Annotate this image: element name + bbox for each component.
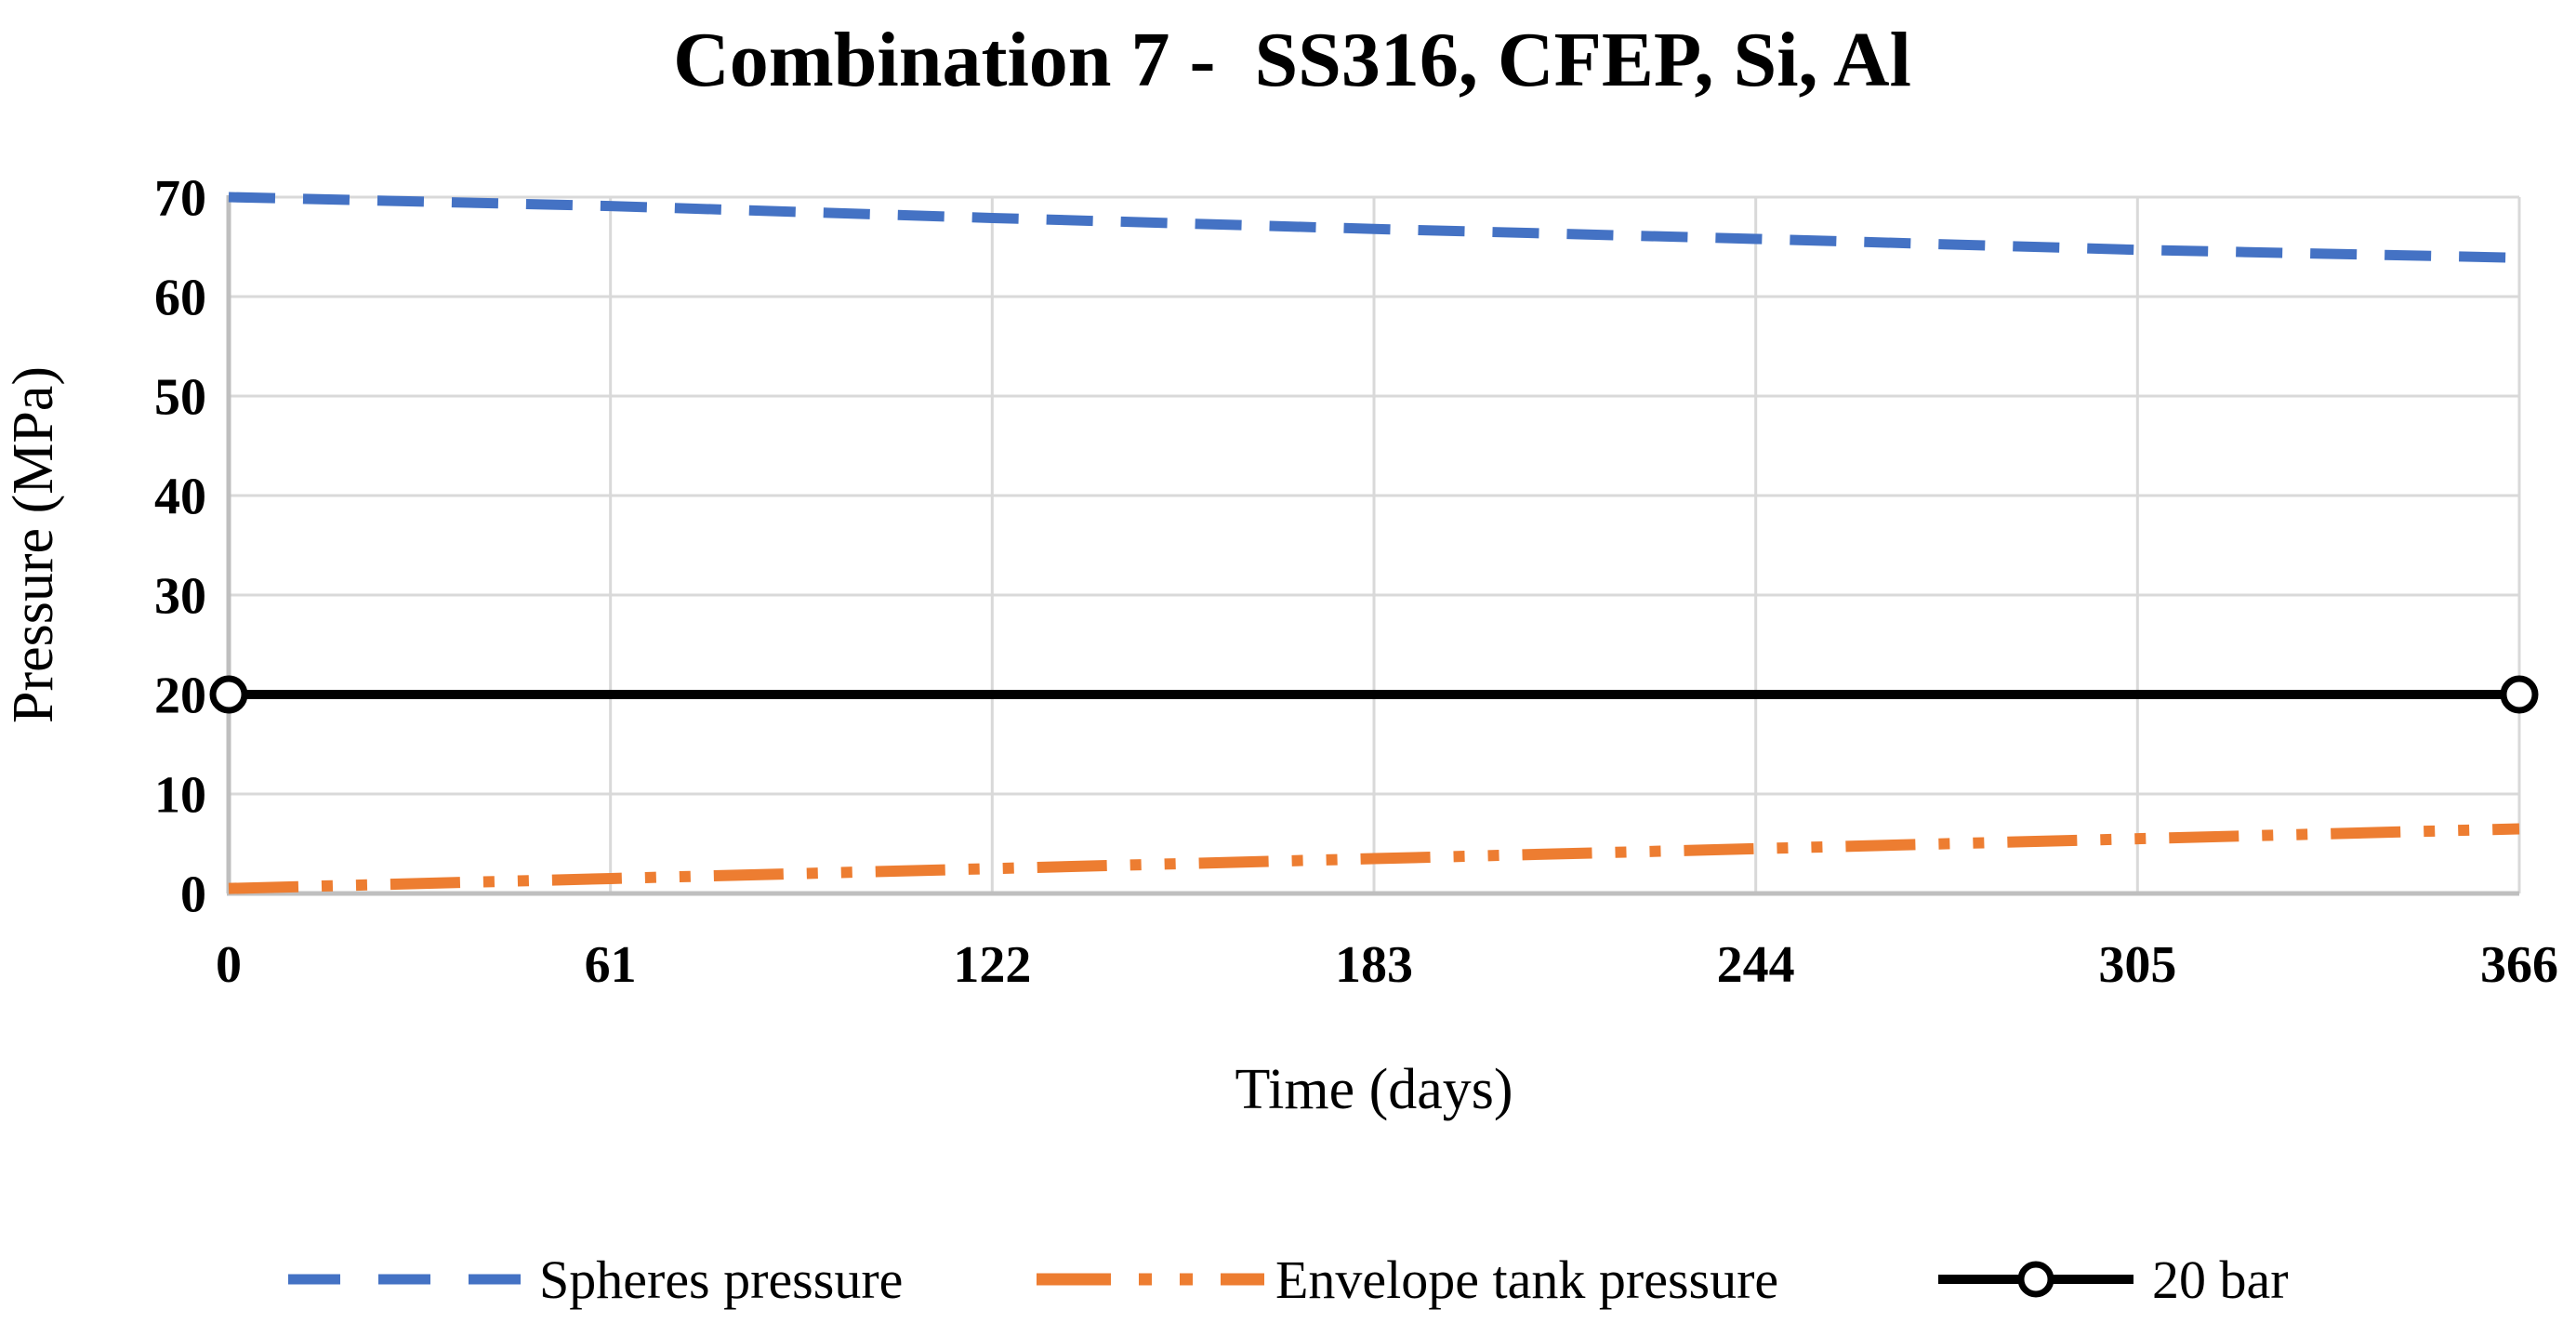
legend-marker-20-bar (2017, 1261, 2054, 1298)
y-tick-label: 50 (154, 369, 206, 427)
x-axis-title: Time (days) (1235, 1058, 1513, 1121)
legend-label: 20 bar (2152, 1250, 2289, 1310)
legend-item-envelope-tank-pressure: Envelope tank pressure (1037, 1250, 1778, 1310)
chart-title: Combination 7 - SS316, CFEP, Si, Al (673, 17, 1911, 103)
x-tick-label: 366 (2480, 936, 2558, 994)
x-tick-label: 183 (1335, 936, 1413, 994)
series-spheres-pressure-line (228, 192, 2520, 263)
y-axis-title: Pressure (MPa) (2, 366, 65, 723)
x-tick-label: 305 (2098, 936, 2176, 994)
x-tick-label: 244 (1717, 936, 1795, 994)
y-tick-label: 0 (180, 866, 206, 924)
legend-label: Spheres pressure (539, 1250, 903, 1310)
legend-item-20-bar: 20 bar (1938, 1250, 2289, 1310)
series-20-bar-endpoint-marker (2500, 675, 2539, 714)
y-tick-label: 10 (154, 767, 206, 825)
x-tick-label: 0 (216, 936, 242, 994)
legend-item-spheres-pressure: Spheres pressure (288, 1250, 903, 1310)
series-20-bar-endpoint-marker (209, 675, 248, 714)
y-tick-label: 70 (154, 170, 206, 228)
y-tick-label: 40 (154, 469, 206, 526)
tick-layer: 0 10 20 30 40 50 60 70 0 61 122 183 244 305 366 (154, 170, 2558, 994)
grid-layer (226, 195, 2521, 896)
legend: Spheres pressure Envelope tank pressure 20… (288, 1250, 2289, 1310)
x-tick-label: 61 (585, 936, 637, 994)
x-tick-label: 122 (953, 936, 1031, 994)
series-envelope-tank-pressure-line (228, 823, 2520, 894)
legend-label: Envelope tank pressure (1275, 1250, 1778, 1310)
series-layer (209, 192, 2539, 894)
y-tick-label: 20 (154, 668, 206, 725)
y-tick-label: 30 (154, 568, 206, 626)
y-tick-label: 60 (154, 270, 206, 327)
